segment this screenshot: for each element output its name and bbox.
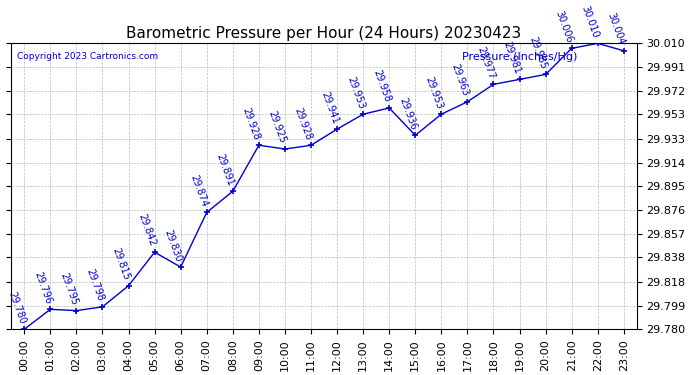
Title: Barometric Pressure per Hour (24 Hours) 20230423: Barometric Pressure per Hour (24 Hours) … <box>126 26 522 41</box>
Text: 29.798: 29.798 <box>84 267 106 303</box>
Text: Pressure (Inches/Hg): Pressure (Inches/Hg) <box>462 52 577 62</box>
Text: 29.795: 29.795 <box>58 271 79 306</box>
Text: 29.981: 29.981 <box>502 40 522 75</box>
Text: 29.963: 29.963 <box>449 63 470 98</box>
Text: 30.010: 30.010 <box>580 4 600 39</box>
Text: 30.004: 30.004 <box>606 12 627 46</box>
Text: 29.874: 29.874 <box>188 173 210 208</box>
Text: 29.928: 29.928 <box>241 106 262 141</box>
Text: 29.928: 29.928 <box>293 106 314 141</box>
Text: 29.936: 29.936 <box>397 96 418 131</box>
Text: 29.953: 29.953 <box>345 75 366 110</box>
Text: 29.780: 29.780 <box>6 290 27 325</box>
Text: 29.796: 29.796 <box>32 270 53 305</box>
Text: 29.958: 29.958 <box>371 69 392 104</box>
Text: 29.925: 29.925 <box>267 110 288 145</box>
Text: 29.953: 29.953 <box>423 75 444 110</box>
Text: 29.941: 29.941 <box>319 90 340 125</box>
Text: 29.842: 29.842 <box>137 213 157 248</box>
Text: 29.815: 29.815 <box>110 246 131 282</box>
Text: 29.830: 29.830 <box>163 228 184 263</box>
Text: 30.006: 30.006 <box>553 9 575 44</box>
Text: 29.977: 29.977 <box>475 45 496 80</box>
Text: Copyright 2023 Cartronics.com: Copyright 2023 Cartronics.com <box>17 52 159 61</box>
Text: 29.985: 29.985 <box>527 35 549 70</box>
Text: 29.891: 29.891 <box>215 152 235 187</box>
